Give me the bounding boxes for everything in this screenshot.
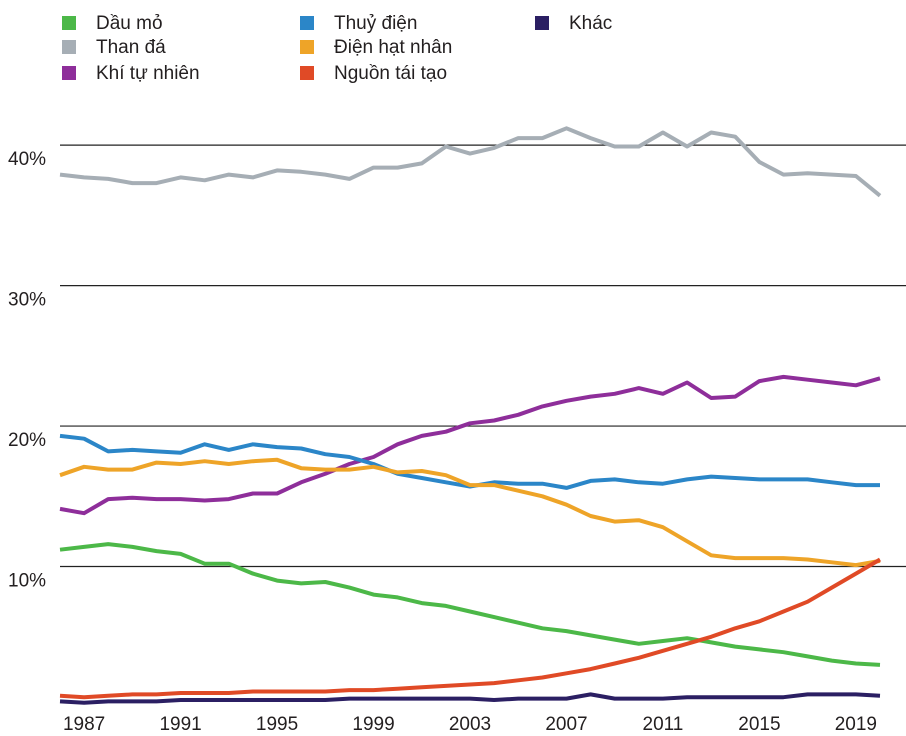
- legend-swatch: [62, 66, 76, 80]
- legend-label: Khác: [569, 13, 612, 34]
- legend-swatch: [300, 16, 314, 30]
- series-line: [60, 560, 880, 698]
- legend-label: Điện hạt nhân: [334, 37, 452, 58]
- legend-swatch: [300, 66, 314, 80]
- series-line: [60, 377, 880, 513]
- x-tick-label: 2003: [449, 714, 491, 735]
- legend-swatch: [300, 40, 314, 54]
- x-tick-label: 1995: [256, 714, 298, 735]
- x-tick-label: 2007: [545, 714, 587, 735]
- series-line: [60, 544, 880, 665]
- x-tick-label: 1987: [63, 714, 105, 735]
- x-tick-label: 2019: [835, 714, 877, 735]
- series-line: [60, 694, 880, 702]
- x-tick-label: 2011: [643, 714, 684, 735]
- legend-swatch: [535, 16, 549, 30]
- series-line: [60, 460, 880, 565]
- legend-swatch: [62, 16, 76, 30]
- series-line: [60, 128, 880, 195]
- x-tick-label: 2015: [738, 714, 780, 735]
- chart: 10% 20% 30% 40% 1987 1991 1995 1999 2003 2007 2011…: [0, 0, 906, 736]
- legend-label: Dầu mỏ: [96, 13, 163, 34]
- legend-label: Nguồn tái tạo: [334, 63, 447, 84]
- legend-label: Khí tự nhiên: [96, 63, 200, 84]
- legend-label: Thuỷ điện: [334, 13, 417, 34]
- y-tick-label: 20%: [8, 430, 46, 451]
- legend-swatch: [62, 40, 76, 54]
- y-tick-label: 40%: [8, 149, 46, 170]
- legend-label: Than đá: [96, 37, 166, 58]
- y-tick-label: 30%: [8, 290, 46, 311]
- x-tick-label: 1991: [159, 714, 201, 735]
- y-tick-label: 10%: [8, 571, 46, 592]
- x-tick-label: 1999: [352, 714, 394, 735]
